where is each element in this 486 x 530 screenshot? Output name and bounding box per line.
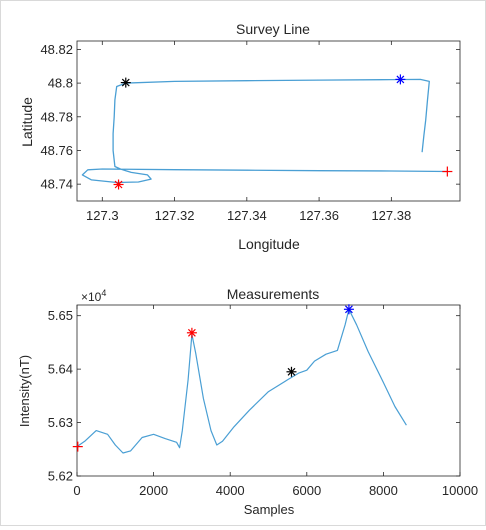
exponent-base: ×10 — [81, 290, 102, 304]
survey-line-xtick-label: 127.38 — [371, 208, 411, 223]
measurements-xtick-label: 10000 — [442, 483, 478, 498]
measurements-marker — [286, 366, 297, 377]
measurements-yticks: 5.62 5.63 5.64 5.65 — [48, 308, 460, 484]
measurements-xlabel: Samples — [244, 502, 295, 517]
survey-line-xtick-label: 127.32 — [155, 208, 195, 223]
survey-line-xticks: 127.3 127.32 127.34 127.36 127.38 — [86, 41, 411, 223]
measurements-xticks: 0 2000 4000 6000 8000 10000 — [73, 305, 478, 498]
survey-line-track — [81, 78, 448, 184]
measurements-ytick-label: 5.62 — [48, 469, 73, 484]
measurements-plot: Measurements ×104 0 2000 4000 6000 8000 10000… — [17, 286, 478, 517]
measurements-ytick-label: 5.64 — [48, 362, 73, 377]
survey-line-ylabel: Latitude — [19, 97, 35, 147]
survey-line-marker — [395, 74, 406, 85]
survey-line-title: Survey Line — [236, 21, 310, 37]
measurements-xtick-label: 4000 — [216, 483, 245, 498]
survey-line-axes-box — [76, 40, 461, 202]
survey-line-markers — [113, 74, 453, 190]
survey-line-marker — [120, 77, 131, 88]
measurements-marker — [72, 441, 83, 452]
measurements-xtick-label: 0 — [73, 483, 80, 498]
measurements-exponent: ×104 — [81, 288, 106, 304]
exponent-power: 4 — [101, 288, 106, 298]
survey-line-xtick-label: 127.3 — [86, 208, 119, 223]
measurements-xtick-label: 2000 — [139, 483, 168, 498]
measurements-xtick-label: 8000 — [369, 483, 398, 498]
survey-line-ytick-label: 48.76 — [40, 143, 73, 158]
survey-line-marker — [113, 179, 124, 190]
survey-line-xlabel: Longitude — [238, 236, 300, 252]
survey-line-ytick-label: 48.8 — [48, 76, 73, 91]
survey-line-xtick-label: 127.36 — [299, 208, 339, 223]
measurements-marker — [343, 304, 354, 315]
survey-line-plot: Survey Line 127.3 127.32 127.34 127.36 127.3… — [19, 21, 461, 252]
survey-line-ytick-label: 48.78 — [40, 109, 73, 124]
survey-line-ytick-label: 48.74 — [40, 177, 73, 192]
measurements-markers — [72, 304, 354, 452]
measurements-marker — [186, 327, 197, 338]
measurements-title: Measurements — [227, 286, 320, 302]
survey-line-ytick-label: 48.82 — [40, 42, 73, 57]
measurements-ylabel: Intensity(nT) — [17, 355, 32, 427]
measurements-ytick-label: 5.65 — [48, 308, 73, 323]
measurements-ytick-label: 5.63 — [48, 415, 73, 430]
survey-line-marker — [442, 166, 453, 177]
measurements-xtick-label: 6000 — [292, 483, 321, 498]
measurements-axes-box — [76, 304, 461, 477]
measurements-signal — [76, 308, 407, 454]
survey-line-xtick-label: 127.34 — [227, 208, 267, 223]
survey-line-yticks: 48.74 48.76 48.78 48.8 48.82 — [40, 42, 460, 192]
